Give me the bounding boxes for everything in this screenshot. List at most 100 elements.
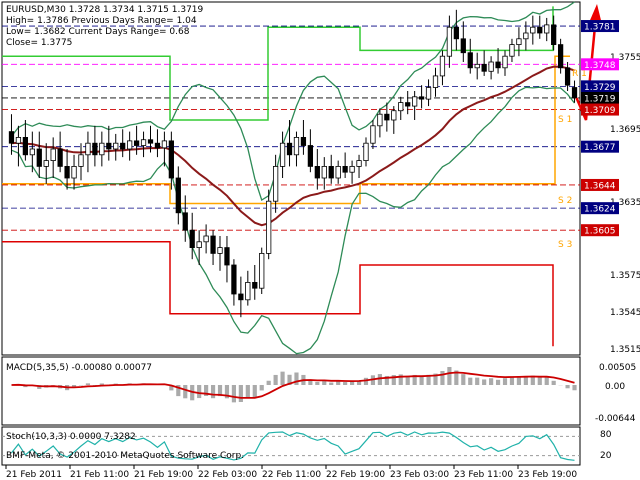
macd-bar bbox=[468, 377, 473, 385]
candle-body bbox=[266, 200, 272, 254]
candle-body bbox=[509, 44, 515, 57]
level-label-s2: S 2 bbox=[558, 196, 572, 206]
candle-body bbox=[71, 165, 77, 179]
candle-body bbox=[36, 148, 42, 167]
candle-body bbox=[57, 148, 63, 167]
macd-bar bbox=[475, 377, 480, 385]
macd-bar bbox=[356, 380, 362, 385]
price-tag-box bbox=[581, 20, 619, 33]
macd-bar bbox=[85, 383, 91, 385]
price-tag-label: 1.3644 bbox=[584, 181, 616, 191]
macd-bar bbox=[217, 385, 223, 397]
candle-body bbox=[523, 32, 529, 40]
candle-body bbox=[571, 87, 578, 99]
price-tag-label: 1.3624 bbox=[584, 205, 616, 215]
candle-body bbox=[425, 87, 432, 100]
candle-body bbox=[557, 44, 564, 69]
macd-signal-line bbox=[11, 371, 575, 399]
macd-bar bbox=[197, 385, 202, 399]
candle-body bbox=[175, 177, 181, 214]
candle-body bbox=[349, 165, 355, 173]
time-label: 21 Feb 2011 bbox=[6, 470, 62, 480]
candle-body bbox=[238, 293, 244, 301]
candle-body bbox=[127, 140, 133, 150]
macd-bar bbox=[363, 377, 369, 385]
candle-body bbox=[398, 102, 404, 112]
stoch-frame bbox=[1, 426, 581, 466]
macd-bar bbox=[280, 371, 285, 385]
price-axis: 1.3755 1.3695 1.3635 1.3575 1.3545 1.351… bbox=[610, 53, 640, 355]
macd-bar bbox=[231, 385, 236, 403]
candle-body bbox=[467, 52, 473, 69]
candle-body bbox=[106, 142, 112, 150]
red-channel bbox=[2, 241, 554, 347]
candle-body bbox=[279, 142, 286, 167]
macd-frame bbox=[1, 356, 581, 426]
forecast-arrow bbox=[575, 4, 601, 121]
candle-body bbox=[252, 281, 258, 289]
candle-body bbox=[210, 235, 216, 254]
candle-body bbox=[161, 140, 168, 149]
header-line4: Close= 1.3775 bbox=[6, 38, 72, 48]
candles bbox=[8, 9, 578, 318]
macd-bar bbox=[523, 375, 528, 385]
time-label: 23 Feb 19:00 bbox=[518, 470, 577, 480]
time-label: 22 Feb 19:00 bbox=[326, 470, 385, 480]
price-tag-label: 1.3709 bbox=[584, 106, 616, 116]
candle-body bbox=[551, 24, 557, 45]
price-tick: 1.3515 bbox=[610, 345, 640, 355]
candle-body bbox=[537, 26, 543, 34]
candle-body bbox=[196, 241, 202, 249]
bollinger-lower bbox=[11, 86, 576, 355]
price-tick: 1.3755 bbox=[610, 53, 640, 63]
ema-line bbox=[11, 65, 575, 227]
candle-body bbox=[15, 136, 22, 144]
time-label: 22 Feb 03:00 bbox=[198, 470, 257, 480]
price-tick: 1.3575 bbox=[610, 271, 640, 281]
header-line3: Low= 1.3682 Current Days Range= 0.68 bbox=[6, 27, 190, 37]
candle-body bbox=[495, 61, 501, 69]
candle-body bbox=[474, 63, 480, 69]
candle-body bbox=[446, 26, 453, 57]
macd-bar bbox=[482, 379, 487, 385]
macd-bar bbox=[377, 374, 382, 385]
macd-histogram bbox=[11, 367, 577, 403]
level-label-s3: S 3 bbox=[558, 240, 572, 250]
macd-bar bbox=[294, 372, 299, 385]
macd-bar bbox=[384, 375, 389, 385]
macd-bar bbox=[454, 370, 459, 385]
macd-bar bbox=[322, 380, 327, 385]
candle-body bbox=[300, 136, 307, 146]
candle-body bbox=[113, 142, 119, 150]
macd-bar bbox=[266, 380, 271, 385]
header-line2: High= 1.3786 Previous Days Range= 1.04 bbox=[6, 16, 197, 26]
green-channel bbox=[2, 6, 554, 121]
candle-body bbox=[259, 252, 265, 289]
macd-bar bbox=[308, 379, 313, 385]
price-tag-label: 1.3748 bbox=[584, 61, 616, 71]
candle-body bbox=[133, 140, 140, 146]
macd-bar bbox=[509, 376, 515, 385]
main-chart-frame bbox=[1, 1, 581, 356]
candle-body bbox=[335, 165, 341, 179]
macd-bar bbox=[440, 371, 445, 385]
macd-bar bbox=[495, 379, 501, 385]
price-tick: 1.3635 bbox=[610, 198, 640, 208]
candle-body bbox=[120, 142, 126, 150]
macd-label: MACD(5,35,5) -0.00080 0.00077 bbox=[6, 363, 152, 373]
macd-tick: 0.00505 bbox=[599, 363, 636, 373]
macd-bar bbox=[433, 373, 438, 385]
macd-tick: 0.00 bbox=[605, 382, 625, 392]
orange-channel bbox=[2, 55, 570, 205]
bollinger-upper bbox=[10, 1, 575, 201]
time-label: 23 Feb 11:00 bbox=[454, 470, 513, 480]
arrow-head bbox=[590, 4, 601, 21]
macd-bar bbox=[273, 374, 278, 385]
macd-bar bbox=[245, 385, 250, 398]
candle-body bbox=[564, 67, 571, 86]
macd-bar bbox=[259, 385, 264, 391]
candle-body bbox=[356, 160, 362, 167]
macd-bar bbox=[447, 367, 452, 385]
stoch-lines bbox=[2, 431, 580, 461]
